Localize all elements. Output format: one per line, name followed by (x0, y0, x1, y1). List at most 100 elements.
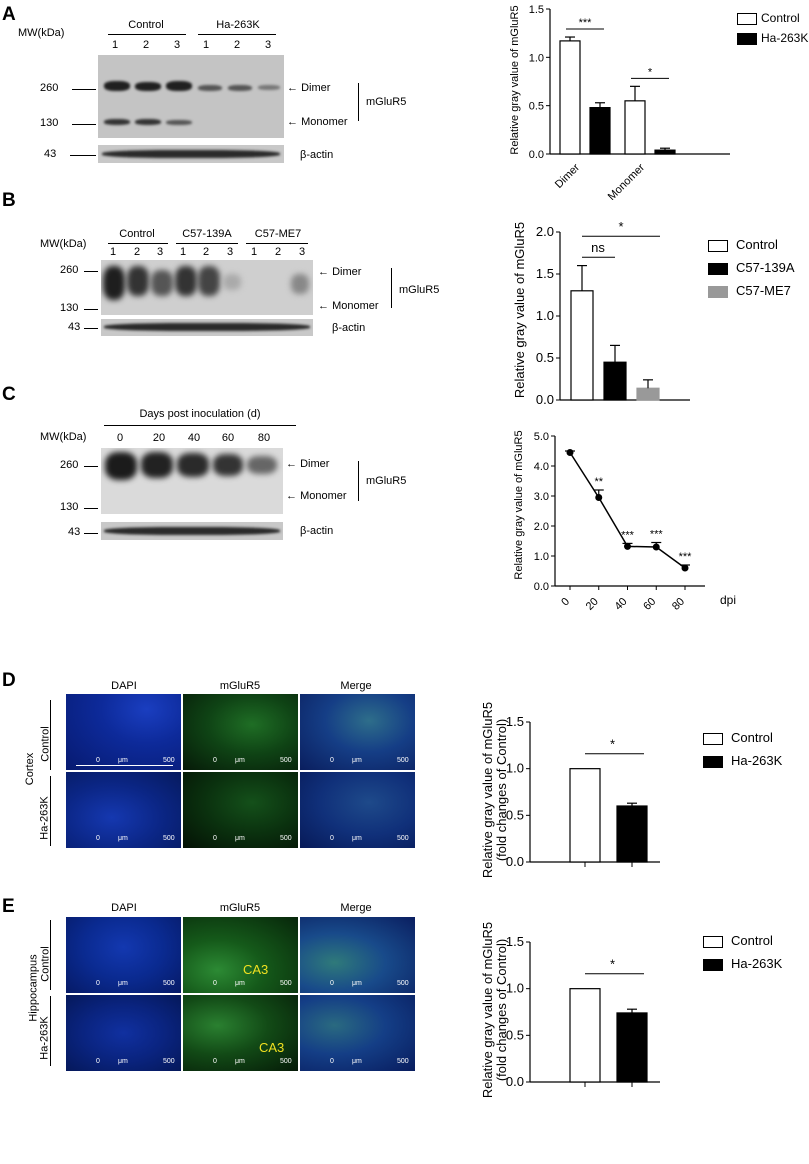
scale-start: 0 (213, 980, 217, 987)
monomer-label: Monomer (300, 490, 347, 502)
x-tick-label: 0 (559, 596, 572, 609)
bar-control (570, 290, 594, 401)
significance-label: *** (679, 551, 693, 563)
group-underline (176, 243, 238, 244)
dimer-label: Dimer (332, 266, 362, 278)
scale-unit: μm (235, 757, 245, 764)
protein-label: mGluR5 (366, 96, 407, 108)
scale-end: 500 (397, 1058, 409, 1065)
x-tick-label: Monomer (606, 161, 648, 200)
legend-swatch-ha263k (703, 756, 723, 768)
scale-end: 500 (280, 835, 292, 842)
legend-label-ha263k: Ha-263K (761, 31, 809, 45)
chart-b: 0.0 0.5 1.0 1.5 2.0 Relative gray value of mG… (512, 219, 690, 407)
x-axis-label: dpi (720, 593, 736, 607)
western-blot-actin (101, 522, 283, 540)
micrograph-mglur5-control (183, 694, 298, 770)
lane-label: 1 (250, 246, 258, 258)
scale-start: 0 (213, 835, 217, 842)
scale-unit: μm (235, 1058, 245, 1065)
bracket-line (358, 461, 359, 501)
scale-unit: μm (352, 835, 362, 842)
scale-start: 0 (213, 1058, 217, 1065)
row-bracket (50, 996, 51, 1066)
chart-a: 0.0 0.5 1.0 1.5 Relative gray value of mGluR… (509, 4, 730, 200)
scale-start: 0 (330, 757, 334, 764)
loading-control-label: β-actin (300, 149, 334, 161)
y-tick-label: 5.0 (534, 431, 549, 443)
legend-swatch-ha263k (703, 959, 723, 971)
column-label-merge: Merge (340, 680, 372, 692)
mw-marker: 130 (40, 117, 59, 129)
y-tick-label: 0.0 (529, 149, 544, 161)
micrograph-dapi-ha263k (66, 995, 181, 1071)
group-label-control: Control (128, 19, 164, 31)
western-blot-actin (98, 145, 284, 163)
y-axis-label: (fold changes of Control) (494, 939, 509, 1081)
marker-tick (72, 124, 96, 125)
y-tick-label: 1.5 (506, 934, 524, 949)
row-bracket (50, 920, 51, 990)
y-tick-label: 0.5 (536, 350, 554, 365)
y-tick-label: 0.5 (529, 101, 544, 113)
lane-label: 3 (156, 246, 164, 258)
row-bracket (50, 776, 51, 846)
lane-label: 1 (179, 246, 187, 258)
mw-label: MW(kDa) (18, 27, 65, 39)
column-label-merge: Merge (340, 902, 372, 914)
mw-label: MW(kDa) (40, 238, 87, 250)
scale-start: 0 (330, 1058, 334, 1065)
scale-end: 500 (280, 1058, 292, 1065)
micrograph-dapi-control (66, 917, 181, 993)
y-tick-label: 1.5 (536, 266, 554, 281)
lane-label: 60 (221, 432, 235, 444)
y-tick-label: 1.0 (536, 308, 554, 323)
y-tick-label: 0.0 (534, 581, 549, 593)
marker-tick (84, 533, 98, 534)
panel-label-c: C (2, 384, 16, 405)
legend-swatch-control (708, 240, 728, 252)
significance-label: ** (594, 476, 603, 488)
bar-ha-263k (616, 805, 648, 863)
panel-label-b: B (2, 190, 16, 211)
row-bracket (50, 700, 51, 770)
group-underline (108, 34, 186, 35)
group-label-c57-me7: C57-ME7 (254, 228, 302, 240)
significance-label: * (648, 66, 653, 78)
group-underline (108, 243, 168, 244)
series-line (569, 452, 686, 569)
scale-end: 500 (163, 980, 175, 987)
scale-end: 500 (397, 980, 409, 987)
lane-label: 2 (133, 246, 141, 258)
lane-label: 1 (111, 39, 119, 51)
x-tick-label: 20 (584, 596, 601, 613)
y-tick-label: 1.0 (506, 761, 524, 776)
group-label-control: Control (119, 228, 155, 240)
micrograph-mglur5-ha263k (183, 995, 298, 1071)
column-label-dapi: DAPI (111, 902, 137, 914)
column-label-mglur5: mGluR5 (219, 902, 261, 914)
mw-marker: 43 (68, 526, 81, 538)
scale-start: 0 (96, 980, 100, 987)
y-axis-label: Relative gray value of mGluR5 (480, 922, 495, 1098)
y-tick-label: 1.0 (529, 52, 544, 64)
micrograph-merge-ha263k (300, 772, 415, 848)
lane-label: 2 (202, 246, 210, 258)
mw-marker: 260 (60, 459, 79, 471)
dimer-label: Dimer (301, 82, 331, 94)
micrograph-merge-control (300, 694, 415, 770)
group-label-ha263k: Ha-263K (216, 19, 260, 31)
micrograph-dapi-ha263k (66, 772, 181, 848)
lane-label: 2 (233, 39, 241, 51)
significance-label: *** (579, 17, 593, 29)
legend-swatch-control (737, 13, 757, 25)
protein-label: mGluR5 (366, 475, 407, 487)
chart-d: 0.0 0.5 1.0 1.5 Relative gray value of mGluR… (480, 702, 660, 878)
marker-tick (84, 309, 98, 310)
lane-label: 2 (142, 39, 150, 51)
mw-marker: 130 (60, 501, 79, 513)
scale-start: 0 (96, 1058, 100, 1065)
loading-control-label: β-actin (332, 322, 366, 334)
scale-end: 500 (397, 835, 409, 842)
chart-c: 0.0 1.0 2.0 3.0 4.0 5.0 Relative gray value of… (513, 430, 736, 613)
